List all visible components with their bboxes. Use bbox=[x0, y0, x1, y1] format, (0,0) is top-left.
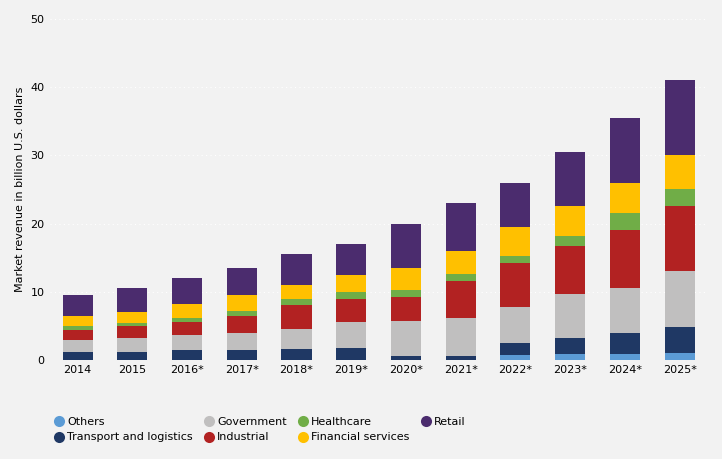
Bar bbox=[664, 327, 695, 353]
Bar bbox=[282, 329, 312, 349]
Bar bbox=[117, 323, 147, 326]
Bar bbox=[610, 118, 640, 183]
Bar bbox=[172, 322, 202, 336]
Bar bbox=[336, 274, 366, 292]
Bar bbox=[664, 271, 695, 327]
Bar bbox=[555, 294, 586, 338]
Bar bbox=[117, 312, 147, 323]
Bar bbox=[500, 256, 531, 263]
Bar bbox=[445, 251, 476, 274]
Bar bbox=[336, 322, 366, 347]
Bar bbox=[227, 295, 257, 311]
Bar bbox=[282, 298, 312, 305]
Y-axis label: Market revenue in billion U.S. dollars: Market revenue in billion U.S. dollars bbox=[15, 87, 25, 292]
Bar bbox=[664, 190, 695, 207]
Bar bbox=[391, 357, 421, 360]
Bar bbox=[610, 183, 640, 213]
Bar bbox=[172, 318, 202, 322]
Bar bbox=[172, 336, 202, 350]
Bar bbox=[555, 207, 586, 236]
Bar bbox=[117, 288, 147, 312]
Bar bbox=[610, 213, 640, 230]
Bar bbox=[282, 254, 312, 285]
Bar bbox=[117, 338, 147, 352]
Bar bbox=[555, 236, 586, 246]
Bar bbox=[445, 274, 476, 281]
Bar bbox=[63, 340, 92, 353]
Bar bbox=[336, 244, 366, 274]
Bar bbox=[610, 354, 640, 360]
Bar bbox=[391, 291, 421, 297]
Bar bbox=[500, 355, 531, 360]
Bar bbox=[172, 304, 202, 318]
Bar bbox=[391, 297, 421, 321]
Bar bbox=[445, 318, 476, 356]
Bar bbox=[227, 350, 257, 360]
Bar bbox=[555, 152, 586, 207]
Bar bbox=[664, 207, 695, 271]
Bar bbox=[63, 330, 92, 340]
Bar bbox=[63, 326, 92, 330]
Bar bbox=[336, 298, 366, 322]
Bar bbox=[282, 285, 312, 298]
Bar bbox=[664, 353, 695, 360]
Bar bbox=[610, 288, 640, 333]
Bar bbox=[227, 268, 257, 295]
Bar bbox=[117, 326, 147, 338]
Bar bbox=[610, 230, 640, 288]
Bar bbox=[63, 295, 92, 315]
Legend: Others, Transport and logistics, Government, Industrial, Healthcare, Financial s: Others, Transport and logistics, Governm… bbox=[56, 417, 466, 442]
Bar bbox=[664, 155, 695, 190]
Bar bbox=[227, 333, 257, 350]
Bar bbox=[227, 311, 257, 315]
Bar bbox=[445, 203, 476, 251]
Bar bbox=[500, 183, 531, 227]
Bar bbox=[555, 246, 586, 294]
Bar bbox=[500, 263, 531, 308]
Bar bbox=[282, 349, 312, 360]
Bar bbox=[336, 347, 366, 360]
Bar bbox=[282, 305, 312, 329]
Bar bbox=[500, 343, 531, 355]
Bar bbox=[172, 350, 202, 360]
Bar bbox=[63, 315, 92, 326]
Bar bbox=[555, 354, 586, 360]
Bar bbox=[500, 227, 531, 256]
Bar bbox=[336, 292, 366, 298]
Bar bbox=[445, 281, 476, 318]
Bar bbox=[610, 333, 640, 354]
Bar bbox=[500, 308, 531, 343]
Bar bbox=[445, 356, 476, 360]
Bar bbox=[391, 321, 421, 357]
Bar bbox=[63, 353, 92, 360]
Bar bbox=[227, 315, 257, 333]
Bar bbox=[172, 278, 202, 304]
Bar bbox=[391, 268, 421, 291]
Bar bbox=[391, 224, 421, 268]
Bar bbox=[117, 352, 147, 360]
Bar bbox=[555, 338, 586, 354]
Bar bbox=[664, 80, 695, 155]
